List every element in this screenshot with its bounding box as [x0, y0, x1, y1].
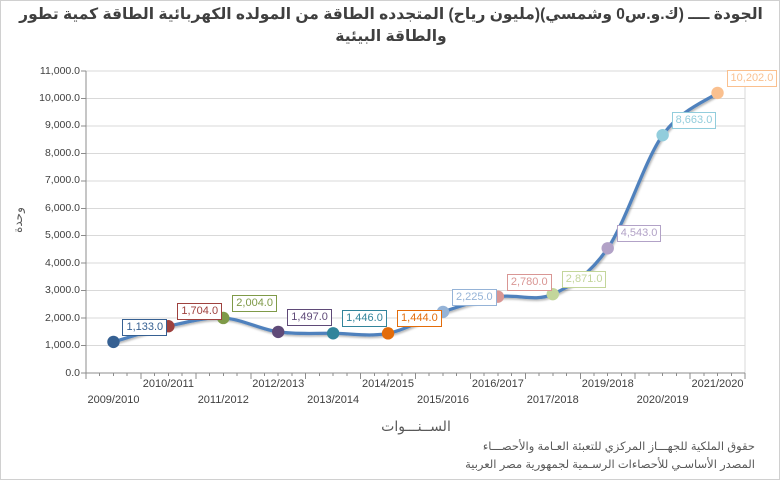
x-category-label: 2015/2016 — [416, 394, 469, 406]
y-tick-label: 0.0 — [65, 366, 80, 379]
footer-line1: حقوق الملكية للجهـــاز المركزي للتعبئة ا… — [482, 441, 755, 453]
data-point-marker — [381, 327, 395, 340]
x-category-label: 2010/2011 — [142, 378, 194, 390]
data-point-label: 2,225.0 — [451, 288, 497, 306]
x-category-label: 2016/2017 — [471, 378, 524, 390]
data-point-label: 2,004.0 — [232, 294, 277, 312]
x-axis-title: الســنـــوات — [381, 418, 451, 434]
y-tick-label: 1,000.0 — [44, 339, 80, 352]
data-point-label: 1,133.0 — [122, 318, 168, 336]
data-point-label: 1,704.0 — [177, 303, 223, 321]
footer-line2: المصدر الأساسـي للأحصاءات الرسـمية لجمهو… — [465, 458, 755, 471]
chart-title-line2: والطاقة البيئية — [335, 28, 447, 45]
y-tick-label: 7,000.0 — [44, 174, 80, 187]
x-category-label: 2009/2010 — [87, 394, 140, 406]
data-point-marker — [711, 86, 724, 100]
y-tick-label: 6,000.0 — [44, 201, 80, 214]
x-category-label: 2019/2018 — [581, 378, 634, 390]
data-point-label: 1,444.0 — [397, 310, 442, 328]
y-tick-label: 11,000.0 — [39, 64, 80, 77]
x-category-label: 2012/2013 — [252, 378, 305, 390]
x-category-label: 2020/2019 — [636, 394, 689, 406]
data-point-marker — [326, 327, 340, 340]
y-tick-label: 2,000.0 — [44, 311, 80, 324]
y-tick-label: 5,000.0 — [44, 229, 80, 242]
x-category-label: 2014/2015 — [362, 378, 415, 390]
y-tick-label: 3,000.0 — [44, 284, 80, 297]
x-category-label: 2021/2020 — [691, 378, 744, 390]
chart-title: الجودة ــــ (ك.و.س0 وشمسي)(مليون رياح) ا… — [1, 4, 780, 48]
data-point-marker — [107, 335, 120, 349]
data-point-marker — [656, 128, 669, 142]
data-point-label: 8,663.0 — [671, 112, 717, 130]
data-point-label: 4,543.0 — [616, 225, 662, 243]
data-point-label: 1,497.0 — [287, 308, 332, 326]
source-footer: حقوق الملكية للجهـــاز المركزي للتعبئة ا… — [465, 439, 755, 474]
data-point-label: 10,202.0 — [726, 69, 778, 87]
data-point-label: 2,871.0 — [561, 271, 607, 289]
data-point-marker — [272, 325, 285, 339]
y-tick-label: 9,000.0 — [44, 119, 80, 132]
x-category-label: 2017/2018 — [526, 394, 579, 406]
y-tick-label: 8,000.0 — [44, 146, 80, 159]
data-point-label: 1,446.0 — [342, 310, 387, 328]
x-category-label: 2013/2014 — [307, 394, 360, 406]
y-axis-title: وحدة — [10, 207, 25, 233]
y-tick-label: 10,000.0 — [39, 91, 80, 104]
data-point-marker — [601, 242, 614, 255]
y-tick-label: 4,000.0 — [44, 256, 80, 269]
x-category-label: 2011/2012 — [197, 394, 249, 406]
data-point-marker — [546, 287, 559, 301]
chart-title-line1: الجودة ــــ (ك.و.س0 وشمسي)(مليون رياح) ا… — [19, 6, 763, 23]
data-point-label: 2,780.0 — [506, 273, 552, 291]
